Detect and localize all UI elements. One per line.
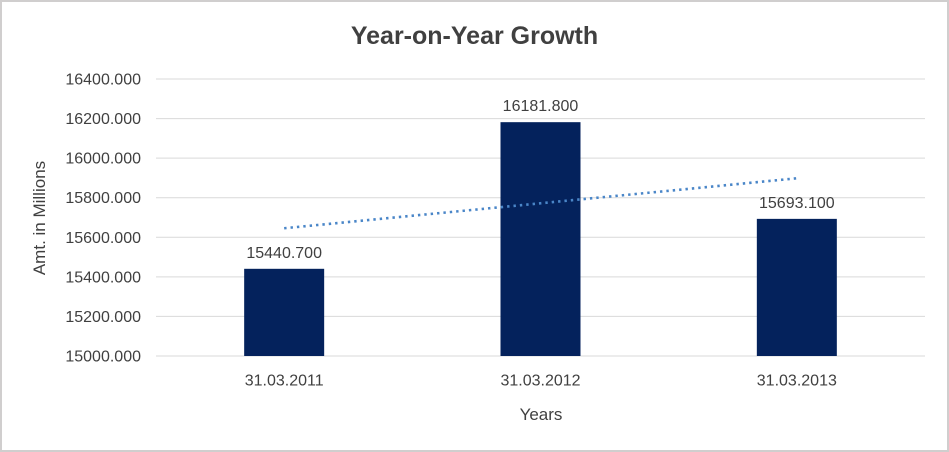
x-tick-label: 31.03.2012 bbox=[500, 373, 580, 390]
y-tick-label: 16000.000 bbox=[65, 151, 141, 168]
bar bbox=[244, 268, 325, 356]
y-tick-label: 15200.000 bbox=[65, 309, 141, 326]
y-tick-label: 15400.000 bbox=[65, 269, 141, 286]
bar bbox=[500, 122, 581, 357]
y-tick-label: 16200.000 bbox=[65, 111, 141, 128]
data-label: 15693.100 bbox=[759, 195, 835, 212]
y-tick-label: 15600.000 bbox=[65, 230, 141, 247]
trendline bbox=[284, 177, 797, 230]
data-label: 15440.700 bbox=[246, 245, 322, 262]
y-tick-label: 15000.000 bbox=[65, 349, 141, 366]
data-label: 16181.800 bbox=[503, 98, 579, 115]
bar bbox=[756, 218, 837, 356]
x-tick-label: 31.03.2013 bbox=[757, 373, 837, 390]
x-axis-title: Years bbox=[519, 405, 563, 424]
y-tick-label: 16400.000 bbox=[65, 72, 141, 89]
y-tick-label: 15800.000 bbox=[65, 190, 141, 207]
chart-title: Year-on-Year Growth bbox=[350, 22, 599, 50]
x-tick-label: 31.03.2011 bbox=[245, 373, 324, 390]
